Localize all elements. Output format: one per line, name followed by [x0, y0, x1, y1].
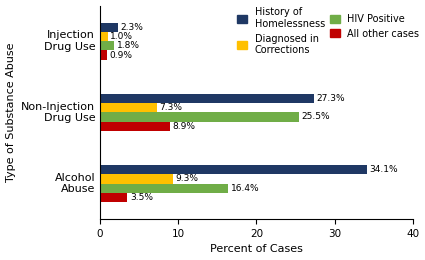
Text: 34.1%: 34.1% — [369, 165, 398, 174]
Legend: History of
Homelessness, Diagnosed in
Corrections, HIV Positive, All other cases: History of Homelessness, Diagnosed in Co… — [236, 6, 420, 56]
Text: 25.5%: 25.5% — [302, 113, 331, 121]
Text: 1.8%: 1.8% — [116, 41, 139, 50]
Y-axis label: Type of Substance Abuse: Type of Substance Abuse — [6, 43, 16, 182]
Bar — [100, 184, 228, 193]
Bar — [100, 122, 170, 131]
Text: 7.3%: 7.3% — [159, 103, 182, 112]
Text: 27.3%: 27.3% — [316, 94, 345, 103]
Bar — [100, 94, 314, 103]
Bar — [100, 165, 367, 174]
Text: 8.9%: 8.9% — [172, 122, 195, 131]
Text: 0.9%: 0.9% — [110, 50, 133, 60]
Bar — [100, 23, 118, 32]
Bar — [100, 50, 107, 60]
Bar — [100, 193, 128, 202]
Text: 9.3%: 9.3% — [175, 174, 198, 184]
Text: 16.4%: 16.4% — [231, 184, 259, 193]
Bar — [100, 112, 300, 122]
Text: 3.5%: 3.5% — [130, 193, 153, 202]
Text: 1.0%: 1.0% — [110, 32, 133, 41]
Text: 2.3%: 2.3% — [120, 23, 143, 32]
Bar — [100, 32, 108, 41]
X-axis label: Percent of Cases: Percent of Cases — [210, 244, 303, 255]
Bar — [100, 103, 157, 112]
Bar — [100, 174, 173, 184]
Bar — [100, 41, 114, 50]
